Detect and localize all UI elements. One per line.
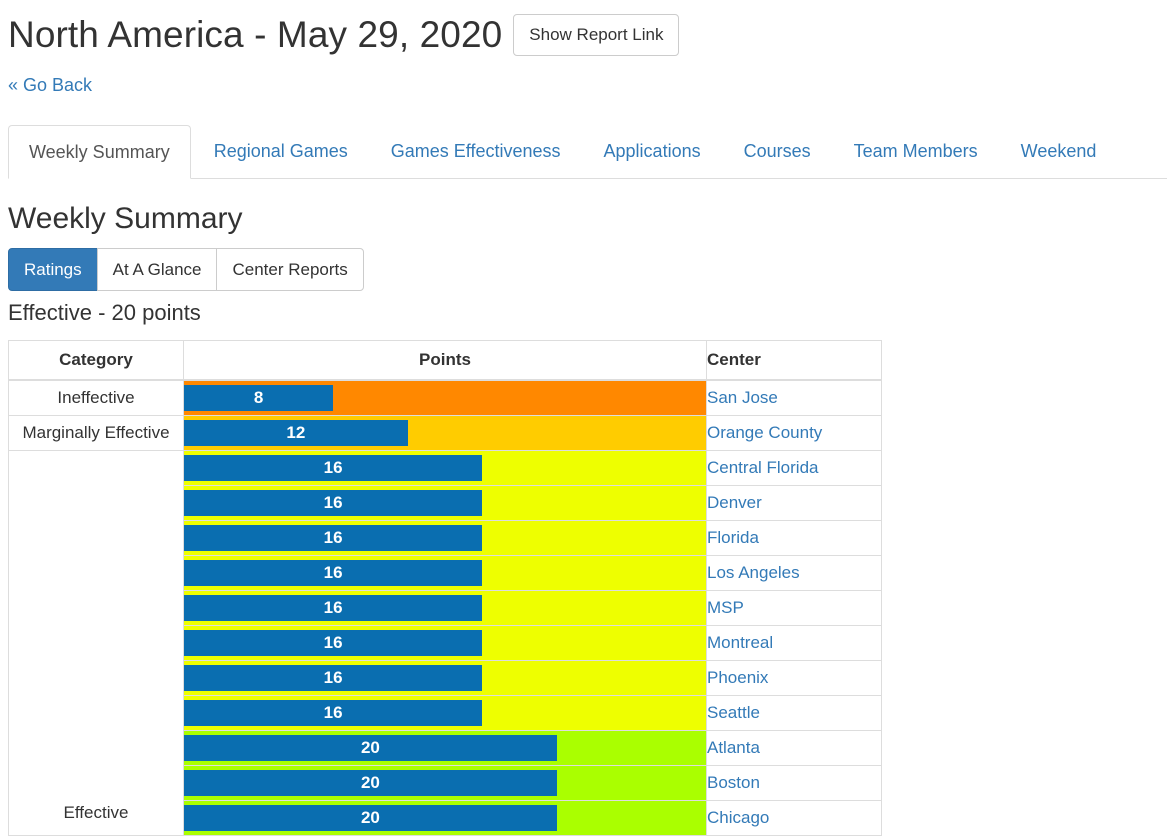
center-link[interactable]: Central Florida — [707, 458, 819, 477]
rating-subtitle: Effective - 20 points — [8, 300, 201, 325]
go-back-link[interactable]: « Go Back — [8, 75, 93, 95]
points-cell: 16 — [183, 520, 707, 556]
points-cell: 8 — [183, 379, 707, 416]
tab-regional-games[interactable]: Regional Games — [213, 140, 348, 161]
points-cell: 16 — [183, 625, 707, 661]
center-cell: Seattle — [706, 695, 882, 731]
points-bar: 16 — [184, 455, 483, 481]
table-row: Effective 16 Central Florida — [8, 450, 882, 836]
center-link[interactable]: Los Angeles — [707, 563, 800, 582]
points-cell: 16 — [183, 485, 707, 521]
points-cell: 16 — [183, 555, 707, 591]
center-cell: Atlanta — [706, 730, 882, 766]
center-cell: San Jose — [706, 379, 882, 416]
points-bar: 12 — [184, 420, 408, 446]
center-cell: Orange County — [706, 415, 882, 451]
points-bar: 20 — [184, 735, 557, 761]
page-title: North America - May 29, 2020 — [8, 14, 503, 55]
table-row: 20 Boston — [9, 765, 882, 801]
points-bar: 16 — [184, 560, 483, 586]
ratings-button[interactable]: Ratings — [8, 248, 98, 291]
center-link[interactable]: Phoenix — [707, 668, 769, 687]
points-cell: 20 — [183, 730, 707, 766]
table-row: 16 Montreal — [9, 625, 882, 661]
page-header: North America - May 29, 2020 Show Report… — [8, 14, 680, 56]
points-cell: 16 — [183, 590, 707, 626]
ratings-table: Category Points Center Ineffective 8 San J… — [8, 340, 882, 836]
center-cell: Boston — [706, 765, 882, 801]
points-bar: 16 — [184, 700, 483, 726]
center-link[interactable]: Montreal — [707, 633, 774, 652]
tab-bar: Weekly Summary Regional Games Games Effect… — [8, 125, 1167, 179]
points-cell: 16 — [183, 450, 707, 486]
table-row: 16 Los Angeles — [9, 555, 882, 591]
header-category: Category — [8, 340, 184, 381]
center-cell: Denver — [706, 485, 882, 521]
points-cell: 16 — [183, 695, 707, 731]
tab-weekly-summary[interactable]: Weekly Summary — [8, 125, 191, 179]
category-cell: Marginally Effective — [8, 415, 184, 451]
center-cell: Chicago — [706, 800, 882, 836]
center-link[interactable]: Orange County — [707, 423, 823, 442]
center-link[interactable]: Atlanta — [707, 738, 760, 757]
category-cell: Effective — [8, 450, 184, 836]
tab-games-effectiveness[interactable]: Games Effectiveness — [390, 140, 561, 161]
table-header-row: Category Points Center — [8, 340, 882, 381]
tab-applications[interactable]: Applications — [603, 140, 701, 161]
points-bar: 20 — [184, 770, 557, 796]
points-cell: 20 — [183, 800, 707, 836]
tab-courses[interactable]: Courses — [743, 140, 811, 161]
center-cell: Central Florida — [706, 450, 882, 486]
table-row: 16 MSP — [9, 590, 882, 626]
section-title: Weekly Summary — [8, 202, 243, 235]
show-report-link-button[interactable]: Show Report Link — [513, 14, 680, 56]
header-points: Points — [183, 340, 707, 381]
center-link[interactable]: Denver — [707, 493, 762, 512]
center-cell: Montreal — [706, 625, 882, 661]
view-button-group: Ratings At A Glance Center Reports — [8, 248, 364, 291]
center-cell: MSP — [706, 590, 882, 626]
center-link[interactable]: MSP — [707, 598, 744, 617]
center-link[interactable]: Boston — [707, 773, 760, 792]
points-cell: 16 — [183, 660, 707, 696]
table-row: 20 Atlanta — [9, 730, 882, 766]
tab-weekend[interactable]: Weekend — [1020, 140, 1097, 161]
table-row: 16 Denver — [9, 485, 882, 521]
center-link[interactable]: Chicago — [707, 808, 770, 827]
table-row: Marginally Effective 12 Orange County — [8, 415, 882, 451]
table-row: 16 Florida — [9, 520, 882, 556]
header-center: Center — [706, 340, 882, 381]
at-a-glance-button[interactable]: At A Glance — [96, 248, 218, 291]
category-cell: Ineffective — [8, 379, 184, 416]
center-link[interactable]: Florida — [707, 528, 759, 547]
center-cell: Los Angeles — [706, 555, 882, 591]
table-row: Ineffective 8 San Jose — [8, 379, 882, 416]
center-link[interactable]: San Jose — [707, 388, 778, 407]
tab-team-members[interactable]: Team Members — [853, 140, 978, 161]
points-bar: 20 — [184, 805, 557, 831]
points-bar: 16 — [184, 665, 483, 691]
center-reports-button[interactable]: Center Reports — [216, 248, 364, 291]
points-bar: 16 — [184, 525, 483, 551]
center-cell: Phoenix — [706, 660, 882, 696]
points-bar: 8 — [184, 385, 334, 411]
center-cell: Florida — [706, 520, 882, 556]
center-link[interactable]: Seattle — [707, 703, 760, 722]
points-cell: 20 — [183, 765, 707, 801]
points-cell: 12 — [183, 415, 707, 451]
table-row: 16 Seattle — [9, 695, 882, 731]
points-bar: 16 — [184, 630, 483, 656]
table-row: 16 Phoenix — [9, 660, 882, 696]
points-bar: 16 — [184, 490, 483, 516]
points-bar: 16 — [184, 595, 483, 621]
